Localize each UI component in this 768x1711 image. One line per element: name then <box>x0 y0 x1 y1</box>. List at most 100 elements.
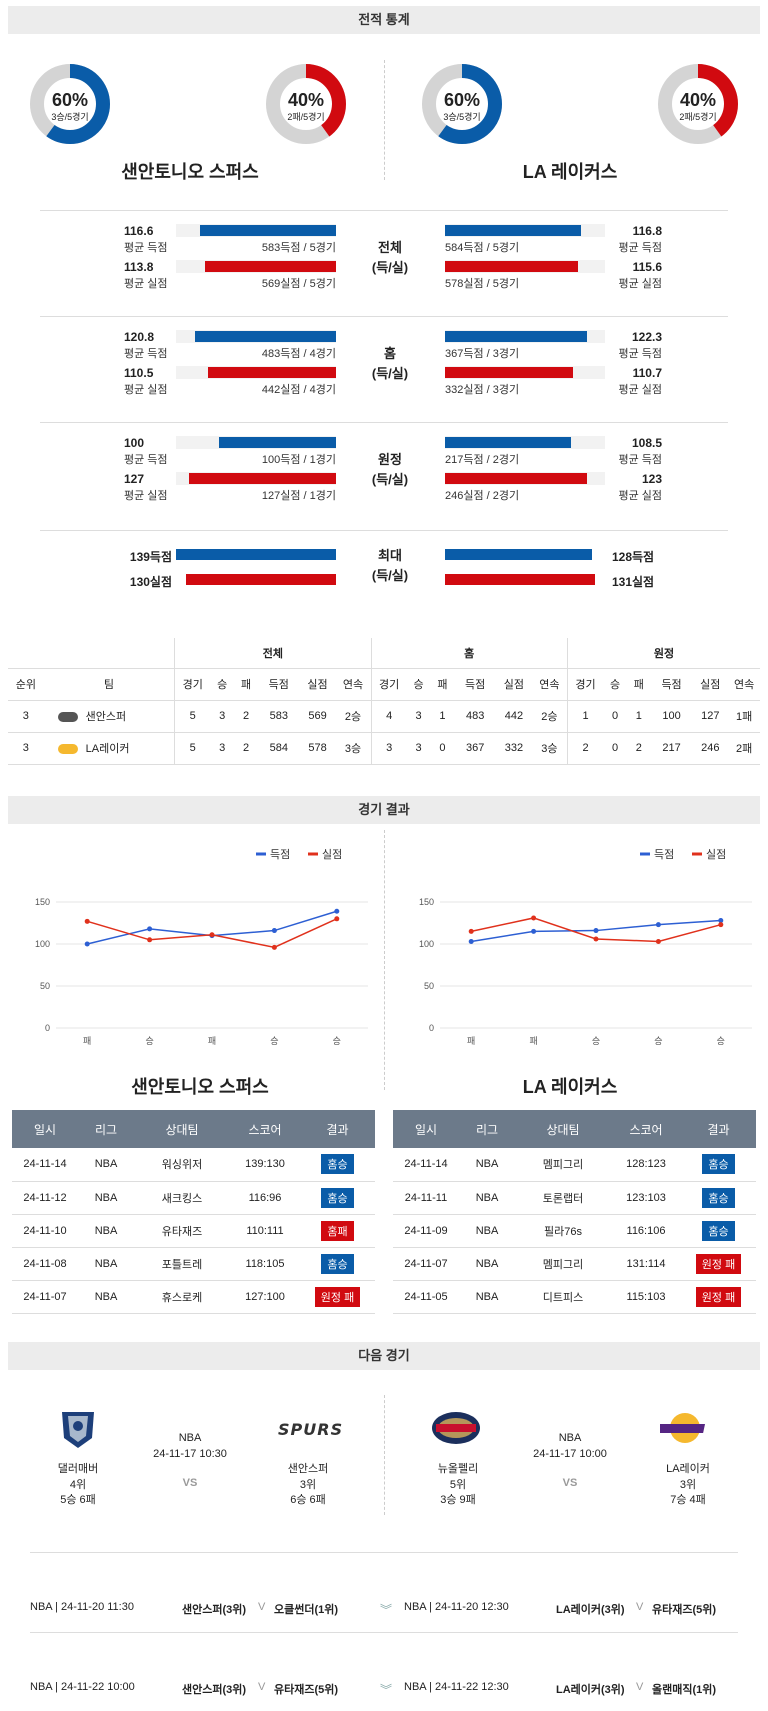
x-tick-label: 패 <box>83 1036 91 1046</box>
compare-category: 홈 <box>384 346 396 361</box>
stat-cell: 2 <box>566 732 604 765</box>
divider <box>384 830 385 1090</box>
table-row[interactable]: 24-11-12 NBA 새크킹스 116:96 홈승 <box>12 1181 375 1215</box>
upcoming-left-team1: 샌안스퍼(3위) <box>182 1604 247 1616</box>
standings-header-row: 순위 팀 경기 승 패 득점 실점 연속 경기 승 패 득점 실점 연속 경기 승 패 득점 실점 연속 <box>8 668 760 701</box>
right-bar-label: 367득점 / 3경기 <box>445 348 520 360</box>
results-column-header: 리그 <box>459 1110 515 1148</box>
left-results-table: 일시 리그 상대팀 스코어 결과 24-11-14 NBA 워싱위저 139:130 홈승 24-1… <box>12 1110 375 1314</box>
stat-cell: 3 <box>370 732 407 765</box>
table-row[interactable]: 3 LA레이커 5 3 2 584 578 3승 3 3 0 367 332 3승 2 0 2 217 246 2패 <box>8 732 760 765</box>
pelicans-logo-icon <box>432 1412 480 1444</box>
table-row[interactable]: 24-11-05 NBA 디트피스 115:103 원정 패 <box>393 1280 756 1314</box>
table-row[interactable]: 24-11-08 NBA 포틀트레 118:105 홈승 <box>12 1247 375 1281</box>
data-point <box>334 916 340 922</box>
chevron-down-icon: ︾ <box>380 1603 393 1617</box>
right-bar <box>445 261 578 272</box>
results-column-header: 리그 <box>78 1110 134 1148</box>
results-cell: 118:105 <box>230 1247 300 1281</box>
right-bar-label: 578실점 / 5경기 <box>445 278 520 290</box>
results-line-chart: 득점 실점 0 50 100 150 패 패 승 승 승 <box>392 830 760 1060</box>
divider <box>30 1552 738 1553</box>
right-results-table: 일시 리그 상대팀 스코어 결과 24-11-14 NBA 멤피그리 128:123 홈승 24-1… <box>393 1110 756 1314</box>
team-cell: 샌안스퍼 <box>43 700 175 733</box>
right-bar <box>445 225 581 236</box>
upcoming-game-row[interactable]: NBA | 24-11-20 11:30 샌안스퍼(3위) V 오클썬더(1위) ︾ NB… <box>0 1591 768 1623</box>
right-value: 123 <box>641 472 662 486</box>
standings-column-header: 팀 <box>43 668 175 701</box>
team-name: 샌안스퍼 <box>85 711 127 723</box>
left-value-label: 평균 실점 <box>124 384 168 396</box>
stat-cell: 3승 <box>335 732 372 765</box>
table-row[interactable]: 24-11-14 NBA 멤피그리 128:123 홈승 <box>393 1148 756 1182</box>
results-cell: 포틀트레 <box>134 1247 230 1281</box>
away-team-record: 3승 9패 <box>440 1494 476 1506</box>
table-row[interactable]: 24-11-10 NBA 유타재즈 110:111 홈패 <box>12 1214 375 1248</box>
section-stats-title: 전적 통계 <box>8 6 760 34</box>
compare-category: 최대 <box>378 548 402 563</box>
stat-cell: 1패 <box>728 700 760 733</box>
left-bar <box>200 225 336 236</box>
next-time: 24-11-17 10:30 <box>153 1448 227 1460</box>
results-cell: 131:114 <box>611 1247 681 1281</box>
left-bar-label: 583득점 / 5경기 <box>261 242 336 254</box>
left-value: 116.6 <box>124 224 154 238</box>
legend-label: 득점 <box>654 848 674 861</box>
win-rate-donut: 60% 3승/5경기 <box>420 62 504 146</box>
stat-cell: 367 <box>454 732 497 765</box>
left-bar <box>208 367 336 378</box>
donut-subtext: 3승/5경기 <box>51 112 89 122</box>
results-cell: 멤피그리 <box>515 1247 611 1281</box>
standings-group-empty <box>8 638 175 669</box>
table-row[interactable]: 24-11-14 NBA 워싱위저 139:130 홈승 <box>12 1148 375 1182</box>
left-bar-label: 483득점 / 4경기 <box>261 348 336 360</box>
donut-percent: 40% <box>287 90 325 110</box>
table-row[interactable]: 24-11-07 NBA 휴스로케 127:100 원정 패 <box>12 1280 375 1314</box>
results-column-header: 일시 <box>393 1110 459 1148</box>
next-league: NBA <box>178 1432 202 1444</box>
upcoming-game-row[interactable]: NBA | 24-11-22 10:00 샌안스퍼(3위) V 유타재즈(5위) ︾ NB… <box>0 1671 768 1703</box>
standings-column-header: 패 <box>234 668 258 701</box>
stat-cell: 0 <box>603 700 627 733</box>
results-cell: 24-11-08 <box>12 1247 78 1281</box>
standings-column-header: 승 <box>210 668 235 701</box>
right-max-bar <box>445 574 596 585</box>
right-value-label: 평균 득점 <box>618 348 662 360</box>
stat-cell: 246 <box>692 732 729 765</box>
standings-column-header: 승 <box>603 668 627 701</box>
home-team-rank: 3위 <box>299 1479 317 1491</box>
vs-label: VS <box>182 1477 198 1489</box>
table-row[interactable]: 24-11-07 NBA 멤피그리 131:114 원정 패 <box>393 1247 756 1281</box>
right-bar-label: 246실점 / 2경기 <box>445 490 520 502</box>
x-tick-label: 패 <box>529 1036 537 1046</box>
next-game-left[interactable]: 댈러매버 4위 5승 6패 NBA 24-11-17 10:30 VS SPUR… <box>20 1400 365 1520</box>
result-cell: 홈패 <box>300 1214 375 1248</box>
result-cell: 원정 패 <box>300 1280 375 1314</box>
y-tick-label: 100 <box>35 939 50 949</box>
left-bar <box>204 261 336 272</box>
table-row[interactable]: 3 샌안스퍼 5 3 2 583 569 2승 4 3 1 483 442 2승 1 0 1 100 127 1패 <box>8 700 760 733</box>
y-tick-label: 0 <box>429 1023 434 1033</box>
table-row[interactable]: 24-11-09 NBA 필라76s 116:106 홈승 <box>393 1214 756 1248</box>
right-max-bar <box>445 549 593 560</box>
divider <box>384 1395 385 1515</box>
left-bar-label: 100득점 / 1경기 <box>261 454 336 466</box>
x-tick-label: 패 <box>208 1036 216 1046</box>
right-value: 110.7 <box>632 366 662 380</box>
donut-percent: 60% <box>51 90 89 110</box>
results-cell: NBA <box>78 1280 134 1314</box>
donut-percent: 40% <box>679 90 717 110</box>
data-point <box>531 915 537 921</box>
next-game-right[interactable]: 뉴올펠리 5위 3승 9패 NBA 24-11-17 10:00 VS LA레이… <box>400 1400 745 1520</box>
x-tick-label: 승 <box>654 1036 662 1046</box>
left-value-label: 평균 득점 <box>124 348 168 360</box>
results-cell: NBA <box>459 1214 515 1248</box>
away-team-name: 뉴올펠리 <box>437 1463 479 1475</box>
left-team-name: 샌안토니오 스퍼스 <box>121 162 259 182</box>
table-row[interactable]: 24-11-11 NBA 토론랩터 123:103 홈승 <box>393 1181 756 1215</box>
result-badge: 홈승 <box>321 1253 354 1274</box>
stat-cell: 583 <box>257 700 300 733</box>
results-cell: 멤피그리 <box>515 1148 611 1182</box>
left-bar <box>219 437 336 448</box>
results-cell: 24-11-11 <box>393 1181 459 1215</box>
